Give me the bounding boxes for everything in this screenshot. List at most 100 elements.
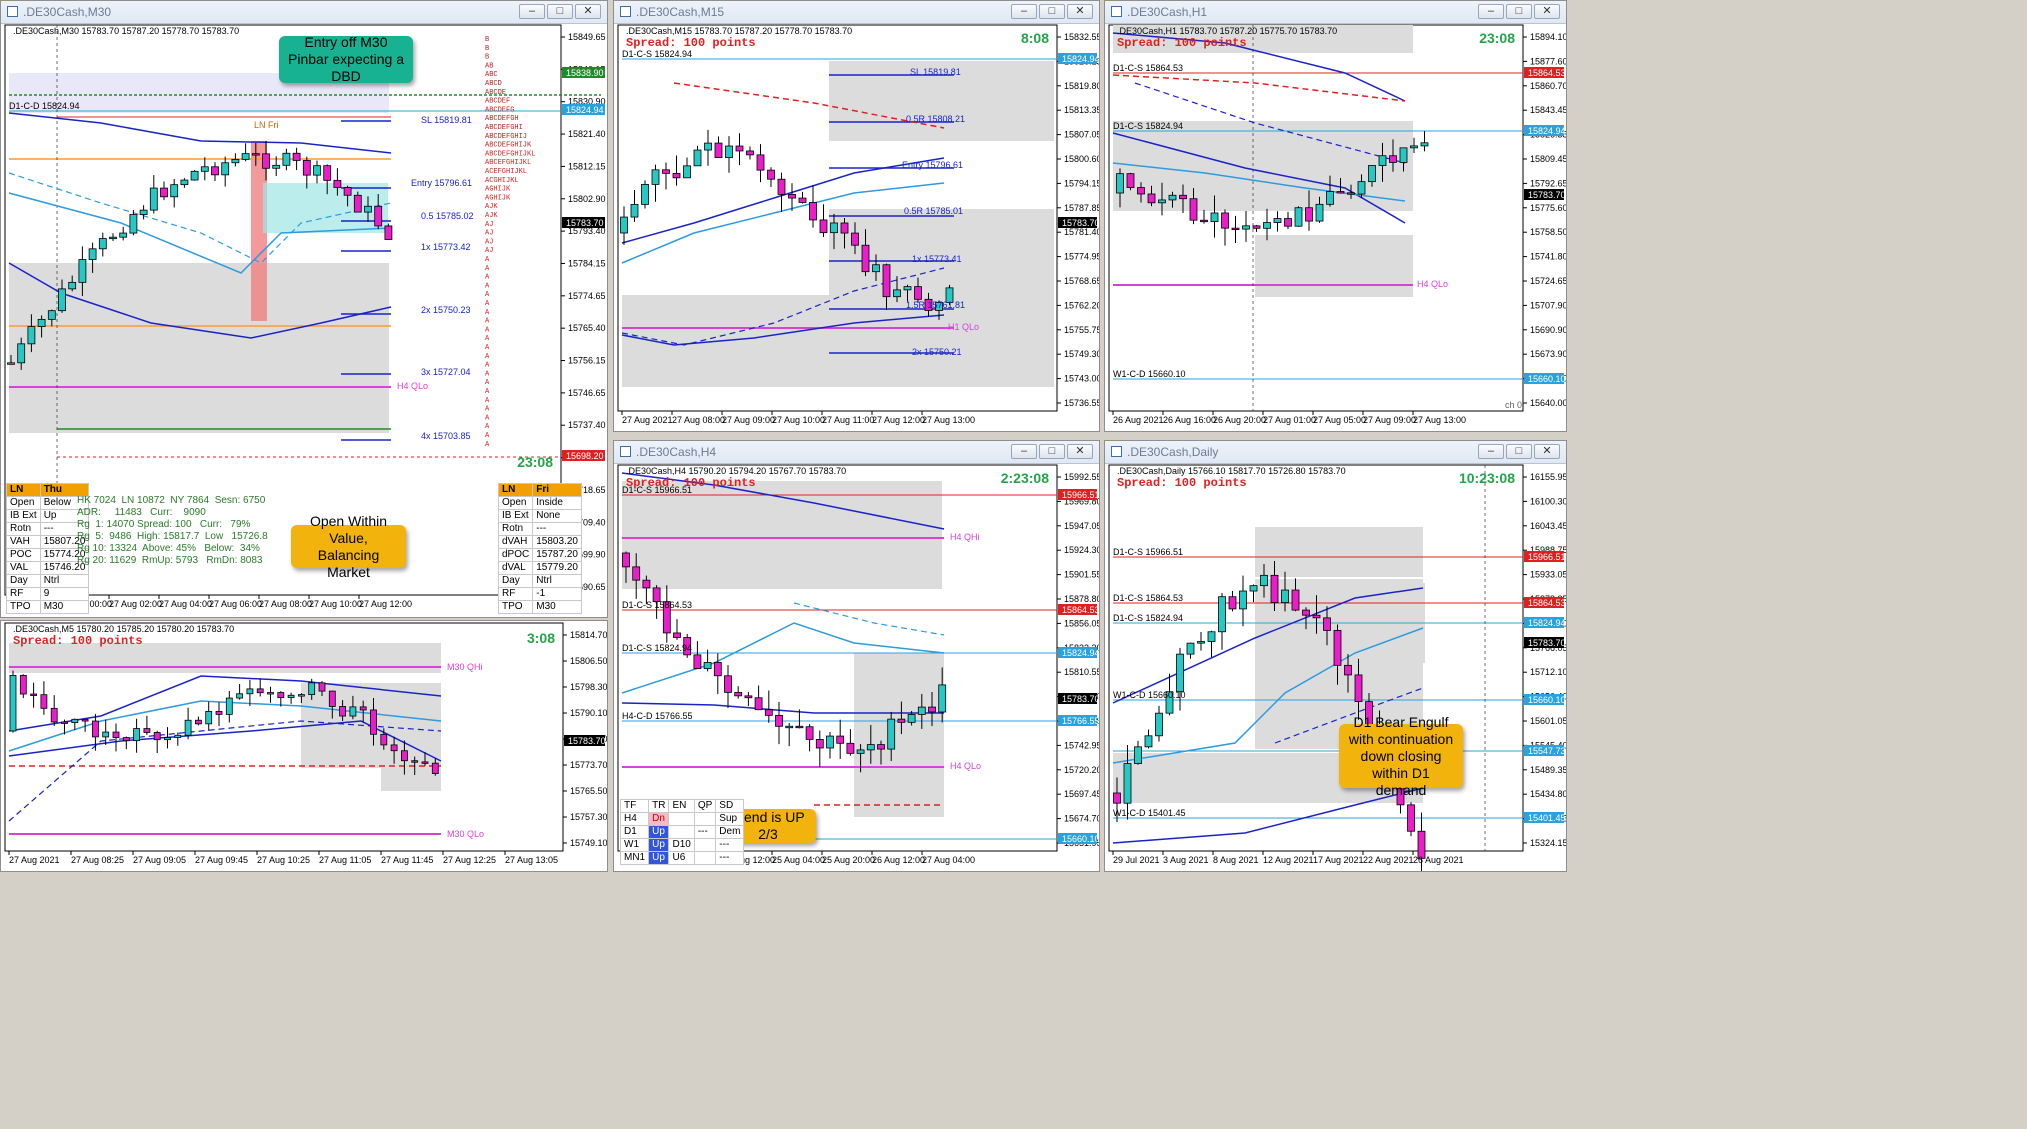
candle-body — [194, 719, 202, 725]
tpo-letters: A — [485, 282, 490, 290]
price-axis-label: 15749.10 — [570, 838, 607, 848]
chart-window-h4[interactable]: .DE30Cash,H4 – □ ✕ .DE30Cash,H4 15790.20… — [613, 440, 1100, 872]
level-label: D1-C-S 15824.94 — [1113, 613, 1183, 623]
price-axis-label: 15749.30 — [1064, 349, 1099, 359]
chart-window-m15[interactable]: .DE30Cash,M15 – □ ✕ .DE30Cash,M15 15783.… — [613, 0, 1100, 432]
session-table-cell: Open — [497, 496, 534, 510]
maximize-button[interactable]: □ — [1039, 444, 1065, 459]
maximize-button[interactable]: □ — [1039, 4, 1065, 19]
candle-body — [267, 692, 274, 695]
candle-body — [184, 719, 192, 736]
level-label: 1x 15773.42 — [421, 242, 471, 252]
chart-window-m5[interactable]: .DE30Cash,M5 15780.20 15785.20 15780.20 … — [0, 620, 608, 872]
candle-body — [683, 165, 691, 179]
price-axis-label: 15810.55 — [1064, 667, 1099, 677]
price-badge — [1058, 489, 1097, 500]
candle-body — [343, 187, 352, 196]
window-titlebar[interactable]: .DE30Cash,H1 – □ ✕ — [1105, 1, 1566, 24]
candle-body — [1158, 199, 1166, 204]
price-axis-label: 15798.30 — [570, 682, 607, 692]
level-label: M30 QLo — [447, 829, 484, 839]
candle-body — [630, 203, 639, 218]
candle-body — [180, 179, 189, 186]
tpo-letters: ACGHIJKL — [485, 177, 519, 185]
price-badge-label: 15783.70 — [566, 218, 604, 228]
tpo-letters: A — [485, 256, 490, 264]
zone-box — [1113, 25, 1413, 53]
time-axis-label: 25 Aug 20:00 — [822, 855, 875, 865]
close-button[interactable]: ✕ — [575, 4, 601, 19]
candle-body — [846, 742, 855, 754]
candle-body — [102, 731, 110, 738]
price-chart-m30[interactable]: .DE30Cash,M30 15783.70 15787.20 15778.70… — [1, 23, 607, 617]
maximize-button[interactable]: □ — [547, 4, 573, 19]
maximize-button[interactable]: □ — [1506, 444, 1532, 459]
price-chart-m15[interactable]: .DE30Cash,M15 15783.70 15787.20 15778.70… — [614, 23, 1099, 431]
tpo-letters: A — [485, 370, 490, 378]
tpo-letters: AJ — [485, 238, 493, 246]
minimize-button[interactable]: – — [1478, 444, 1504, 459]
price-axis-label: 15988.75 — [1530, 545, 1566, 555]
chart-window-h1[interactable]: .DE30Cash,H1 – □ ✕ .DE30Cash,H1 15783.70… — [1104, 0, 1567, 432]
close-button[interactable]: ✕ — [1067, 444, 1093, 459]
candle-body — [333, 179, 342, 188]
window-titlebar[interactable]: .DE30Cash,M30 – □ ✕ — [1, 1, 607, 24]
tpo-letters: A — [485, 362, 490, 370]
maximize-button[interactable]: □ — [1506, 4, 1532, 19]
price-badge-label: 15783.70 — [1528, 190, 1566, 200]
price-badge-label: 15824.94 — [1062, 648, 1099, 658]
time-axis-label: 26 Aug 2021 — [1113, 415, 1164, 425]
window-titlebar[interactable]: .DE30Cash,M15 – □ ✕ — [614, 1, 1099, 24]
session-table-cell: RF — [497, 587, 534, 601]
chart-window-m30[interactable]: .DE30Cash,M30 – □ ✕ .DE30Cash,M30 15783.… — [0, 0, 608, 618]
session-table-cell: 15779.20 — [532, 561, 582, 575]
price-badge — [1058, 833, 1097, 844]
candle-body — [620, 216, 628, 234]
price-chart-h1[interactable]: .DE30Cash,H1 15783.70 15787.20 15775.70 … — [1105, 23, 1566, 431]
price-axis-label: 15758.50 — [1530, 227, 1566, 237]
candle-body — [153, 732, 161, 741]
price-badge-label: 15864.53 — [1528, 68, 1566, 78]
close-button[interactable]: ✕ — [1534, 4, 1560, 19]
candle-body — [805, 726, 814, 740]
zone-box — [622, 295, 1054, 387]
close-button[interactable]: ✕ — [1067, 4, 1093, 19]
trend-table-cell: H4 — [619, 812, 650, 826]
tpo-letters: A — [485, 291, 490, 299]
candle-body — [353, 194, 362, 213]
time-axis-label: 26 Aug 12:00 — [872, 855, 925, 865]
price-chart-h4[interactable]: .DE30Cash,H4 15790.20 15794.20 15767.70 … — [614, 463, 1099, 871]
close-button[interactable]: ✕ — [1534, 444, 1560, 459]
session-table-cell: Day — [6, 574, 41, 588]
candle-body — [143, 728, 151, 733]
price-badge-label: 15966.51 — [1062, 490, 1099, 500]
level-label: 2x 15750.23 — [421, 305, 471, 315]
candle-body — [98, 238, 107, 250]
minimize-button[interactable]: – — [1011, 4, 1037, 19]
candle-body — [370, 709, 377, 735]
minimize-button[interactable]: – — [1478, 4, 1504, 19]
candle-body — [1144, 735, 1153, 748]
price-axis-label: 15843.45 — [1530, 105, 1566, 115]
price-chart-m5[interactable]: .DE30Cash,M5 15780.20 15785.20 15780.20 … — [1, 621, 607, 871]
trend-table-header: TF — [619, 799, 650, 813]
candle-body — [652, 587, 661, 603]
price-axis-label: 15712.10 — [1530, 667, 1566, 677]
minimize-button[interactable]: – — [519, 4, 545, 19]
chart-window-daily[interactable]: .DE30Cash,Daily – □ ✕ .DE30Cash,Daily 15… — [1104, 440, 1567, 872]
price-chart-daily[interactable]: .DE30Cash,Daily 15766.10 15817.70 15726.… — [1105, 463, 1566, 871]
moving-average-line — [1274, 687, 1424, 744]
tpo-letters: A — [485, 414, 490, 422]
session-table-cell: 15803.20 — [532, 535, 582, 549]
candle-body — [893, 289, 901, 298]
window-titlebar[interactable]: .DE30Cash,H4 – □ ✕ — [614, 441, 1099, 464]
minimize-button[interactable]: – — [1011, 444, 1037, 459]
price-axis-label: 15894.10 — [1530, 32, 1566, 42]
price-axis-label: 15756.15 — [568, 356, 606, 366]
session-table-cell: VAL — [6, 561, 41, 575]
window-titlebar[interactable]: .DE30Cash,Daily – □ ✕ — [1105, 441, 1566, 464]
price-badge-label: 15864.53 — [1528, 598, 1566, 608]
candle-body — [704, 142, 712, 151]
price-axis-label: 15992.55 — [1064, 472, 1099, 482]
price-axis-label: 15790.10 — [570, 708, 607, 718]
